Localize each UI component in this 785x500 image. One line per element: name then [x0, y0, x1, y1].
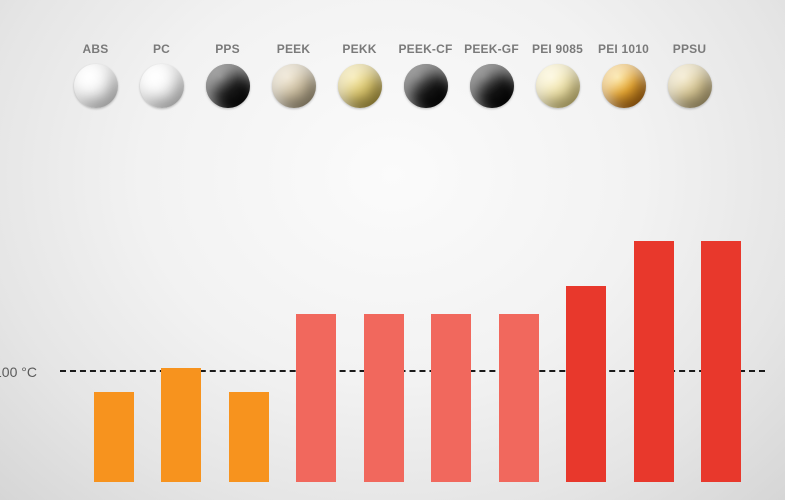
material-swatch	[668, 64, 712, 108]
material-swatch	[74, 64, 118, 108]
legend-label: PEI 9085	[532, 42, 583, 56]
legend-label: ABS	[83, 42, 109, 56]
legend-label: PPS	[215, 42, 240, 56]
material-legend: ABS PC PPS PEEK PEKK PEEK-CF PEEK-GF PEI 9085 PE…	[0, 42, 785, 108]
bar	[161, 368, 201, 482]
legend-label: PEEK-CF	[398, 42, 452, 56]
material-swatch	[338, 64, 382, 108]
bar-chart: 100 °C	[80, 202, 755, 482]
material-swatch	[470, 64, 514, 108]
legend-item: PEEK-GF	[459, 42, 525, 108]
material-swatch	[404, 64, 448, 108]
legend-item: PEI 9085	[525, 42, 591, 108]
legend-item: PEKK	[327, 42, 393, 108]
bar	[566, 286, 606, 482]
legend-item: PEI 1010	[591, 42, 657, 108]
legend-item: ABS	[63, 42, 129, 108]
legend-label: PEI 1010	[598, 42, 649, 56]
bar	[634, 241, 674, 482]
legend-label: PEEK	[277, 42, 310, 56]
material-swatch	[272, 64, 316, 108]
bar	[94, 392, 134, 482]
material-swatch	[206, 64, 250, 108]
legend-item: PEEK	[261, 42, 327, 108]
legend-item: PPSU	[657, 42, 723, 108]
legend-label: PC	[153, 42, 170, 56]
legend-label: PPSU	[673, 42, 706, 56]
legend-label: PEEK-GF	[464, 42, 519, 56]
material-swatch	[140, 64, 184, 108]
bar	[499, 314, 539, 482]
bar	[431, 314, 471, 482]
bars-container	[80, 202, 755, 482]
bar	[229, 392, 269, 482]
bar	[364, 314, 404, 482]
reference-line-label: 100 °C	[0, 364, 37, 380]
material-swatch	[602, 64, 646, 108]
material-swatch	[536, 64, 580, 108]
legend-item: PEEK-CF	[393, 42, 459, 108]
legend-label: PEKK	[342, 42, 376, 56]
bar	[296, 314, 336, 482]
legend-item: PPS	[195, 42, 261, 108]
bar	[701, 241, 741, 482]
legend-item: PC	[129, 42, 195, 108]
